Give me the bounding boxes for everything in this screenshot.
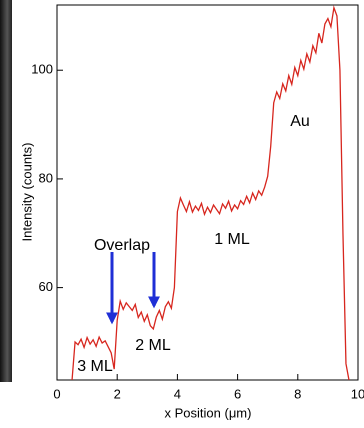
annotation: 3 ML	[77, 358, 113, 375]
annotation: 2 ML	[135, 337, 171, 354]
x-tick-label: 8	[294, 386, 301, 401]
x-tick-label: 6	[234, 386, 241, 401]
y-tick-label: 100	[31, 62, 53, 77]
y-tick-label: 80	[39, 170, 53, 185]
image-strip	[0, 0, 12, 382]
annotation: Au	[290, 113, 310, 130]
data-line	[71, 5, 350, 381]
annotation: Overlap	[94, 237, 150, 254]
plot-frame	[56, 4, 359, 381]
x-axis-label: x Position (μm)	[165, 405, 252, 420]
annotation: 1 ML	[214, 231, 250, 248]
y-tick-label: 60	[39, 279, 53, 294]
x-tick-label: 2	[114, 386, 121, 401]
y-axis-label: Intensity (counts)	[19, 143, 34, 242]
x-tick-label: 10	[351, 386, 364, 401]
x-tick-label: 0	[53, 386, 60, 401]
x-tick-label: 4	[174, 386, 181, 401]
